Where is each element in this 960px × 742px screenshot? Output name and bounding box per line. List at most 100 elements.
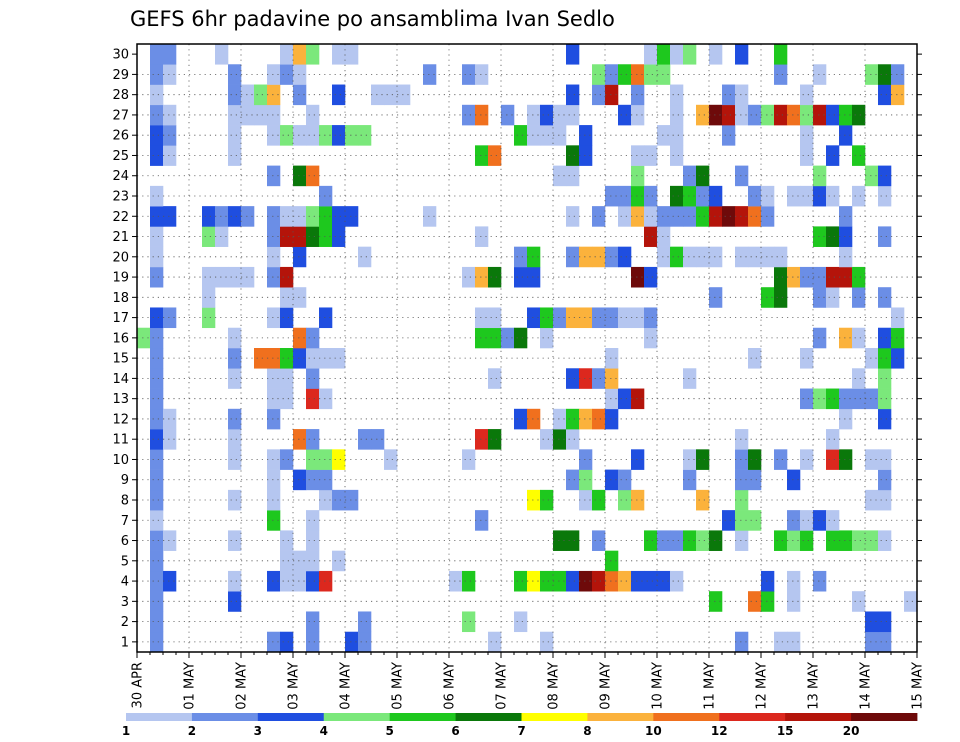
heatmap-cell: [579, 307, 593, 329]
legend-swatch: [653, 713, 720, 721]
heatmap-cell: [267, 388, 281, 410]
heatmap-cell: [293, 206, 307, 227]
heatmap-cell: [280, 287, 294, 308]
heatmap-cell: [319, 226, 333, 247]
heatmap-cell: [904, 591, 918, 612]
heatmap-cell: [631, 570, 645, 592]
heatmap-cell: [332, 206, 346, 227]
heatmap-cell: [722, 84, 736, 106]
heatmap-cell: [696, 530, 710, 551]
heatmap-cell: [553, 125, 567, 146]
heatmap-cell: [878, 368, 892, 389]
heatmap-cell: [150, 64, 164, 85]
heatmap-cell: [878, 185, 892, 207]
heatmap-cell: [579, 368, 593, 389]
heatmap-cell: [514, 408, 528, 430]
heatmap-cell: [670, 44, 684, 65]
y-tick-label: 12: [112, 412, 129, 427]
y-tick-label: 4: [121, 575, 129, 590]
heatmap-cell: [293, 429, 307, 450]
heatmap-cell: [306, 165, 320, 187]
heatmap-cell: [761, 206, 775, 227]
legend-swatch: [257, 713, 325, 721]
heatmap-cell: [202, 266, 216, 288]
heatmap-cell: [319, 125, 333, 146]
heatmap-cell: [306, 368, 320, 389]
heatmap-cell: [280, 530, 294, 551]
heatmap-cell: [241, 206, 255, 227]
heatmap-cell: [475, 510, 489, 531]
heatmap-cell: [293, 287, 307, 308]
heatmap-cell: [800, 266, 814, 288]
heatmap-cell: [306, 570, 320, 592]
heatmap-cell: [267, 266, 281, 288]
heatmap-cell: [631, 64, 645, 85]
heatmap-cell: [670, 185, 684, 207]
heatmap-cell: [267, 84, 281, 106]
heatmap-cell: [579, 469, 593, 491]
heatmap-cell: [293, 550, 307, 572]
heatmap-cell: [163, 206, 177, 227]
heatmap-cell: [384, 84, 398, 106]
heatmap-cell: [852, 388, 866, 410]
heatmap-cell: [228, 591, 242, 612]
heatmap-cell: [267, 469, 281, 491]
heatmap-cell: [813, 287, 827, 308]
heatmap-cell: [280, 348, 294, 369]
heatmap-cell: [748, 185, 762, 207]
heatmap-cell: [150, 348, 164, 369]
heatmap-cell: [267, 449, 281, 470]
heatmap-cell: [202, 226, 216, 247]
heatmap-cell: [878, 449, 892, 470]
heatmap-cell: [735, 165, 749, 187]
legend-label: 4: [320, 724, 328, 738]
heatmap-cell: [163, 145, 177, 166]
heatmap-cell: [488, 631, 502, 653]
heatmap-cell: [683, 246, 697, 268]
heatmap-cell: [293, 327, 307, 349]
heatmap-cell: [618, 489, 632, 511]
heatmap-cell: [839, 246, 853, 268]
heatmap-cell: [787, 104, 801, 126]
legend-swatch: [455, 713, 522, 721]
heatmap-cell: [865, 165, 879, 187]
heatmap-cell: [202, 307, 216, 329]
heatmap-cell: [865, 530, 879, 551]
heatmap-cell: [748, 469, 762, 491]
heatmap-cell: [670, 246, 684, 268]
heatmap-cell: [345, 44, 359, 65]
heatmap-cell: [670, 125, 684, 146]
heatmap-cell: [293, 246, 307, 268]
heatmap-cell: [800, 510, 814, 531]
heatmap-cell: [748, 510, 762, 531]
heatmap-cell: [462, 266, 476, 288]
color-legend: 1 2 3 4 5 6 7 8 10 12 15 20: [122, 713, 918, 738]
heatmap-cell: [878, 631, 892, 653]
legend-swatch: [521, 713, 588, 721]
heatmap-cell: [150, 530, 164, 551]
heatmap-cell: [293, 44, 307, 65]
heatmap-cell: [839, 388, 853, 410]
heatmap-cell: [709, 44, 723, 65]
heatmap-cell: [709, 530, 723, 551]
heatmap-cell: [306, 611, 320, 633]
heatmap-cell: [462, 611, 476, 633]
heatmap-cell: [644, 44, 658, 65]
heatmap-cell: [254, 84, 268, 106]
heatmap-cell: [657, 64, 671, 85]
heatmap-cell: [865, 348, 879, 369]
x-tick-label: 13 MAY: [807, 662, 822, 710]
x-tick-label: 07 MAY: [495, 662, 510, 710]
heatmap-cell: [774, 44, 788, 65]
heatmap-cell: [150, 84, 164, 106]
heatmap-cell: [644, 307, 658, 329]
heatmap-cell: [891, 348, 905, 369]
heatmap-cell: [319, 348, 333, 369]
heatmap-cell: [644, 226, 658, 247]
heatmap-cell: [527, 125, 541, 146]
heatmap-cell: [852, 591, 866, 612]
chart-title: GEFS 6hr padavine po ansamblima Ivan Sed…: [130, 7, 615, 31]
heatmap-cell: [475, 145, 489, 166]
heatmap-cell: [280, 64, 294, 85]
heatmap-cell: [592, 206, 606, 227]
